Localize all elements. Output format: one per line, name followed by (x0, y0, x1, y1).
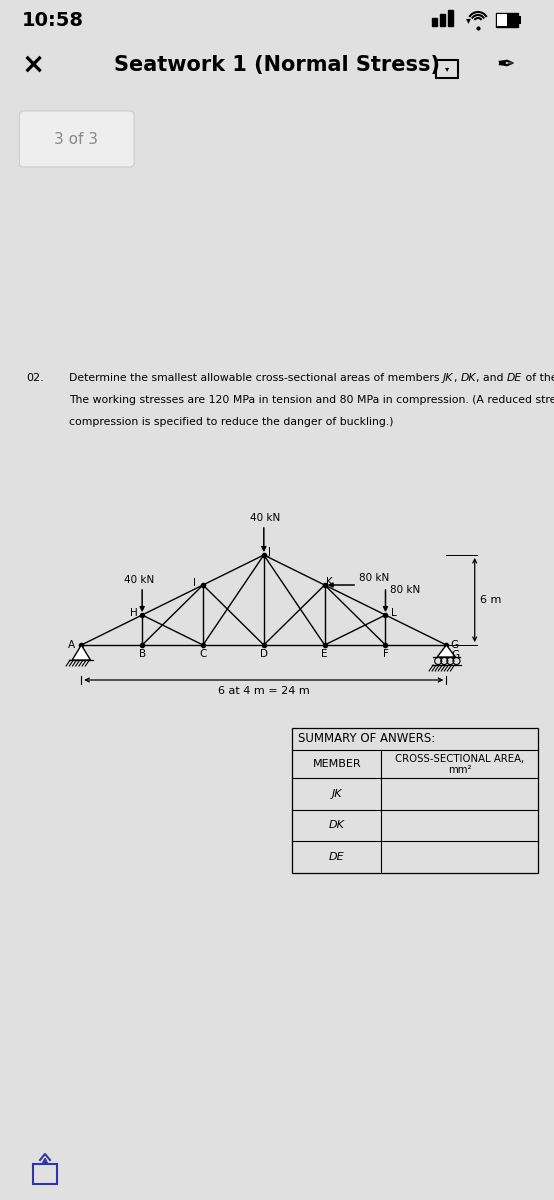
Text: 10:58: 10:58 (22, 11, 84, 30)
Bar (496, 13, 518, 26)
Polygon shape (72, 646, 90, 660)
Text: DK: DK (329, 821, 345, 830)
Text: ▾: ▾ (465, 14, 470, 25)
Text: G: G (450, 640, 459, 650)
FancyBboxPatch shape (19, 110, 134, 167)
Text: DE: DE (507, 373, 522, 383)
Text: 40 kN: 40 kN (124, 575, 154, 584)
Text: ,: , (454, 373, 460, 383)
Text: Determine the smallest allowable cross-sectional areas of members: Determine the smallest allowable cross-s… (69, 373, 443, 383)
Text: The working stresses are 120 MPa in tension and 80 MPa in compression. (A reduce: The working stresses are 120 MPa in tens… (69, 395, 554, 404)
Text: SUMMARY OF ANWERS:: SUMMARY OF ANWERS: (298, 732, 435, 745)
Text: G: G (452, 650, 459, 660)
Text: ×: × (22, 50, 45, 79)
Text: mm²: mm² (448, 766, 471, 775)
Text: 80 kN: 80 kN (359, 572, 389, 583)
Bar (518, 16, 521, 24)
Text: J: J (268, 547, 270, 557)
Text: L: L (391, 608, 397, 618)
Text: JK: JK (443, 373, 454, 383)
Text: H: H (130, 608, 138, 618)
Text: CROSS-SECTIONAL AREA,: CROSS-SECTIONAL AREA, (395, 754, 524, 764)
Text: E: E (321, 649, 328, 659)
Bar (432, 18, 437, 26)
Text: DE: DE (329, 852, 345, 862)
Text: MEMBER: MEMBER (312, 758, 361, 769)
Text: 40 kN: 40 kN (250, 514, 280, 523)
Text: ▾: ▾ (445, 65, 449, 73)
Text: F: F (383, 649, 388, 659)
Text: compression is specified to reduce the danger of buckling.): compression is specified to reduce the d… (69, 416, 394, 427)
Text: D: D (260, 649, 268, 659)
Text: K: K (326, 577, 333, 587)
Bar (292, 728, 537, 874)
Text: ✒: ✒ (497, 55, 515, 74)
Text: 6 at 4 m = 24 m: 6 at 4 m = 24 m (218, 686, 310, 696)
Bar (448, 10, 453, 26)
Polygon shape (437, 646, 455, 658)
Text: C: C (199, 649, 207, 659)
Text: JK: JK (332, 788, 342, 799)
Text: 02.: 02. (27, 373, 44, 383)
Text: Seatwork 1 (Normal Stress): Seatwork 1 (Normal Stress) (114, 55, 440, 74)
Text: 3 of 3: 3 of 3 (54, 132, 98, 146)
Text: I: I (193, 578, 196, 588)
Text: B: B (138, 649, 146, 659)
Text: A: A (68, 640, 75, 650)
Bar (436, 60, 458, 78)
Bar (440, 14, 445, 26)
Text: , and: , and (476, 373, 507, 383)
Bar (33, 1164, 57, 1184)
Text: DK: DK (460, 373, 476, 383)
Bar (497, 14, 507, 26)
Text: 80 kN: 80 kN (389, 584, 420, 595)
Text: of the truss shown.: of the truss shown. (522, 373, 554, 383)
Text: 6 m: 6 m (480, 595, 501, 605)
